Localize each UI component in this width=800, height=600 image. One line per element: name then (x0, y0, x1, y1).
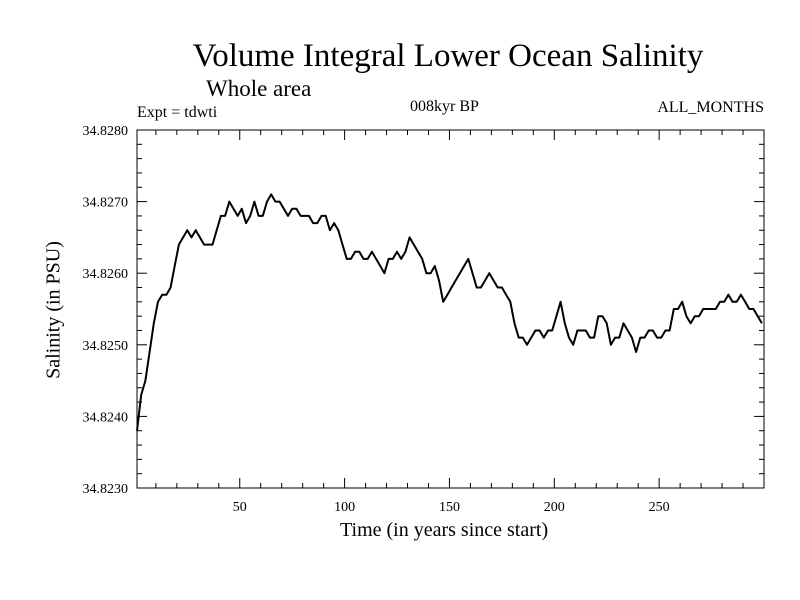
salinity-line (136, 193, 763, 431)
y-tick-label: 34.8250 (83, 339, 129, 354)
x-tick-label: 50 (233, 500, 247, 515)
tick-labels: 50 100 150 200 250 34.8230 34.8240 34.8250 34.82… (83, 124, 670, 515)
axis-ticks (137, 129, 764, 489)
x-tick-label: 150 (439, 500, 460, 515)
y-tick-label: 34.8270 (83, 196, 129, 211)
months-label: ALL_MONTHS (657, 99, 764, 116)
chart-title: Volume Integral Lower Ocean Salinity (192, 38, 704, 74)
experiment-label: Expt = tdwti (137, 104, 218, 121)
x-tick-label: 250 (649, 500, 670, 515)
y-tick-label: 34.8260 (83, 267, 129, 282)
x-tick-label: 200 (544, 500, 565, 515)
y-tick-label: 34.8240 (83, 410, 129, 425)
chart-subtitle: Whole area (206, 76, 312, 101)
plot-frame (136, 129, 765, 489)
x-tick-label: 100 (334, 500, 355, 515)
y-tick-label: 34.8230 (83, 482, 129, 497)
y-tick-label: 34.8280 (83, 124, 129, 139)
x-axis-label: Time (in years since start) (340, 519, 549, 541)
period-label: 008kyr BP (410, 98, 479, 115)
